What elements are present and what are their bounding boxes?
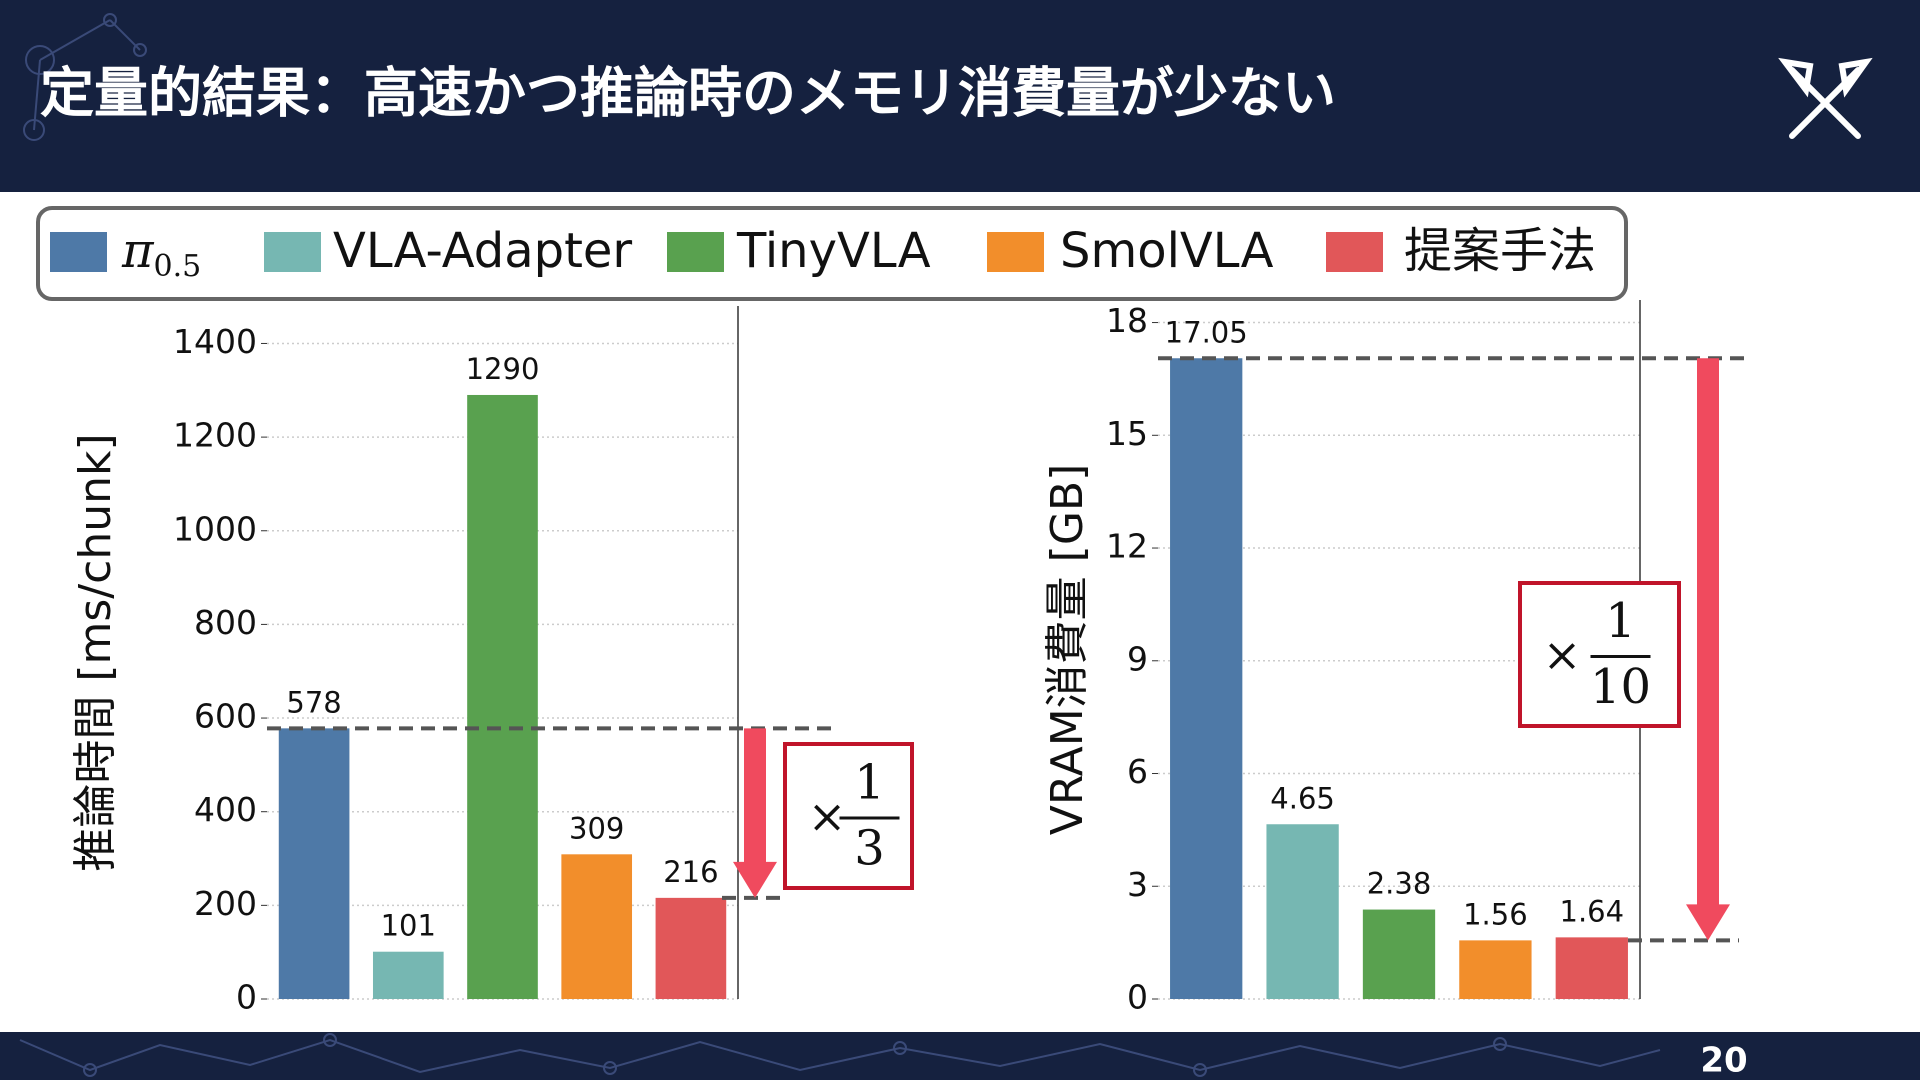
y-tick-label: 200: [194, 884, 257, 923]
slide-title: 定量的結果：高速かつ推論時のメモリ消費量が少ない: [40, 62, 1336, 125]
footer-decoration: [19, 1033, 1661, 1077]
annotation-symbol: ×: [1543, 628, 1582, 682]
annotation-box: [783, 742, 914, 890]
y-tick-label: 1400: [173, 322, 257, 361]
annotation-denominator: 10: [1590, 659, 1651, 715]
y-tick-label: 15: [1106, 414, 1148, 453]
y-tick-label: 9: [1127, 639, 1148, 678]
y-tick-label: 18: [1106, 301, 1148, 340]
legend-label: π0.5: [121, 223, 201, 285]
legend-subscript: 0.5: [154, 249, 202, 284]
legend-name: TinyVLA: [736, 223, 931, 279]
bar: [467, 394, 538, 1000]
legend-box: [36, 206, 1628, 301]
logo: [1778, 57, 1873, 139]
reduction-arrow: [733, 728, 777, 898]
value-label: 216: [663, 855, 718, 889]
value-label: 101: [381, 909, 436, 943]
legend-swatch: [50, 232, 107, 272]
legend-swatch: [1326, 232, 1383, 272]
y-tick-label: 6: [1127, 752, 1148, 791]
legend-swatch: [987, 232, 1044, 272]
y-axis-label: VRAM消費量 [GB]: [1042, 464, 1093, 836]
y-tick-label: 3: [1127, 865, 1148, 904]
annotation-denominator: 3: [854, 821, 885, 877]
legend-name: π: [121, 223, 155, 279]
reduction-arrow: [1686, 358, 1730, 941]
legend-label: TinyVLA: [736, 223, 931, 279]
y-tick-label: 1000: [173, 509, 257, 548]
legend-label: VLA-Adapter: [333, 223, 632, 279]
legend-name: 提案手法: [1404, 223, 1596, 279]
y-axis-label: 推論時間 [ms/chunk]: [70, 433, 121, 871]
y-tick-label: 0: [236, 978, 257, 1017]
annotation-numerator: 1: [1605, 593, 1636, 649]
bar: [655, 897, 727, 999]
y-tick-label: 1200: [173, 416, 257, 455]
bar: [1555, 937, 1628, 999]
bar: [278, 728, 350, 999]
annotation-symbol: ×: [808, 789, 847, 843]
value-label: 1.56: [1463, 897, 1528, 931]
value-label: 2.38: [1367, 867, 1432, 901]
header-bar: [0, 0, 1920, 192]
value-label: 309: [569, 811, 624, 845]
y-tick-label: 12: [1106, 527, 1148, 566]
bar: [1170, 358, 1243, 999]
bar: [1266, 824, 1339, 999]
legend-name: VLA-Adapter: [333, 223, 632, 279]
legend-name: SmolVLA: [1060, 223, 1274, 279]
legend-label: 提案手法: [1404, 223, 1596, 279]
page-number: 20: [1700, 1041, 1747, 1081]
footer-bar: [0, 1032, 1920, 1080]
bar: [561, 854, 633, 999]
value-label: 1.64: [1560, 894, 1625, 928]
bar: [1459, 940, 1532, 999]
value-label: 4.65: [1270, 781, 1335, 815]
annotation-box: [1518, 581, 1681, 728]
bar: [372, 951, 444, 999]
legend-swatch: [667, 232, 724, 272]
value-label: 1290: [466, 352, 540, 386]
y-tick-label: 400: [194, 790, 257, 829]
value-label: 17.05: [1165, 315, 1248, 349]
legend-swatch: [264, 232, 321, 272]
y-tick-label: 800: [194, 603, 257, 642]
legend-label: SmolVLA: [1060, 223, 1274, 279]
bar: [1362, 909, 1436, 999]
y-tick-label: 0: [1127, 978, 1148, 1017]
annotation-numerator: 1: [854, 755, 885, 811]
header-decoration: [23, 13, 147, 141]
y-tick-label: 600: [194, 697, 257, 736]
value-label: 578: [286, 685, 341, 719]
